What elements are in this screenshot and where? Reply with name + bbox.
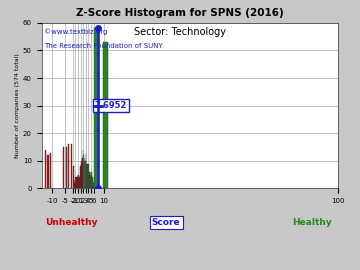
Bar	[74, 183, 75, 188]
Text: Z-Score Histogram for SPNS (2016): Z-Score Histogram for SPNS (2016)	[76, 8, 284, 18]
Bar	[87, 164, 88, 188]
Bar	[82, 158, 83, 188]
Bar	[63, 147, 64, 188]
Bar	[88, 164, 89, 188]
Bar	[92, 177, 93, 188]
Bar	[66, 147, 67, 188]
Bar	[89, 172, 90, 188]
Bar	[76, 177, 77, 188]
Text: Sector: Technology: Sector: Technology	[134, 27, 226, 37]
Bar	[71, 144, 72, 188]
Bar	[77, 177, 78, 188]
Bar	[68, 144, 69, 188]
Y-axis label: Number of companies (574 total): Number of companies (574 total)	[15, 53, 20, 158]
Bar	[103, 42, 108, 188]
Text: Unhealthy: Unhealthy	[45, 218, 98, 227]
Bar	[48, 155, 49, 188]
Bar	[78, 175, 79, 188]
Text: Score: Score	[152, 218, 180, 227]
Bar	[50, 153, 51, 188]
Text: 7.6952: 7.6952	[95, 101, 127, 110]
Bar	[90, 175, 91, 188]
Text: The Research Foundation of SUNY: The Research Foundation of SUNY	[45, 43, 163, 49]
Text: ©www.textbiz.org: ©www.textbiz.org	[45, 28, 108, 35]
Bar	[80, 166, 81, 188]
Bar	[93, 183, 94, 188]
Bar	[45, 150, 46, 188]
Bar	[86, 164, 87, 188]
Bar	[91, 172, 92, 188]
Bar	[94, 28, 99, 188]
Bar	[73, 166, 74, 188]
Text: Healthy: Healthy	[292, 218, 332, 227]
Bar	[83, 155, 84, 188]
Bar	[79, 177, 80, 188]
Bar	[85, 161, 86, 188]
Bar	[81, 161, 82, 188]
Bar	[84, 161, 85, 188]
Bar	[75, 177, 76, 188]
